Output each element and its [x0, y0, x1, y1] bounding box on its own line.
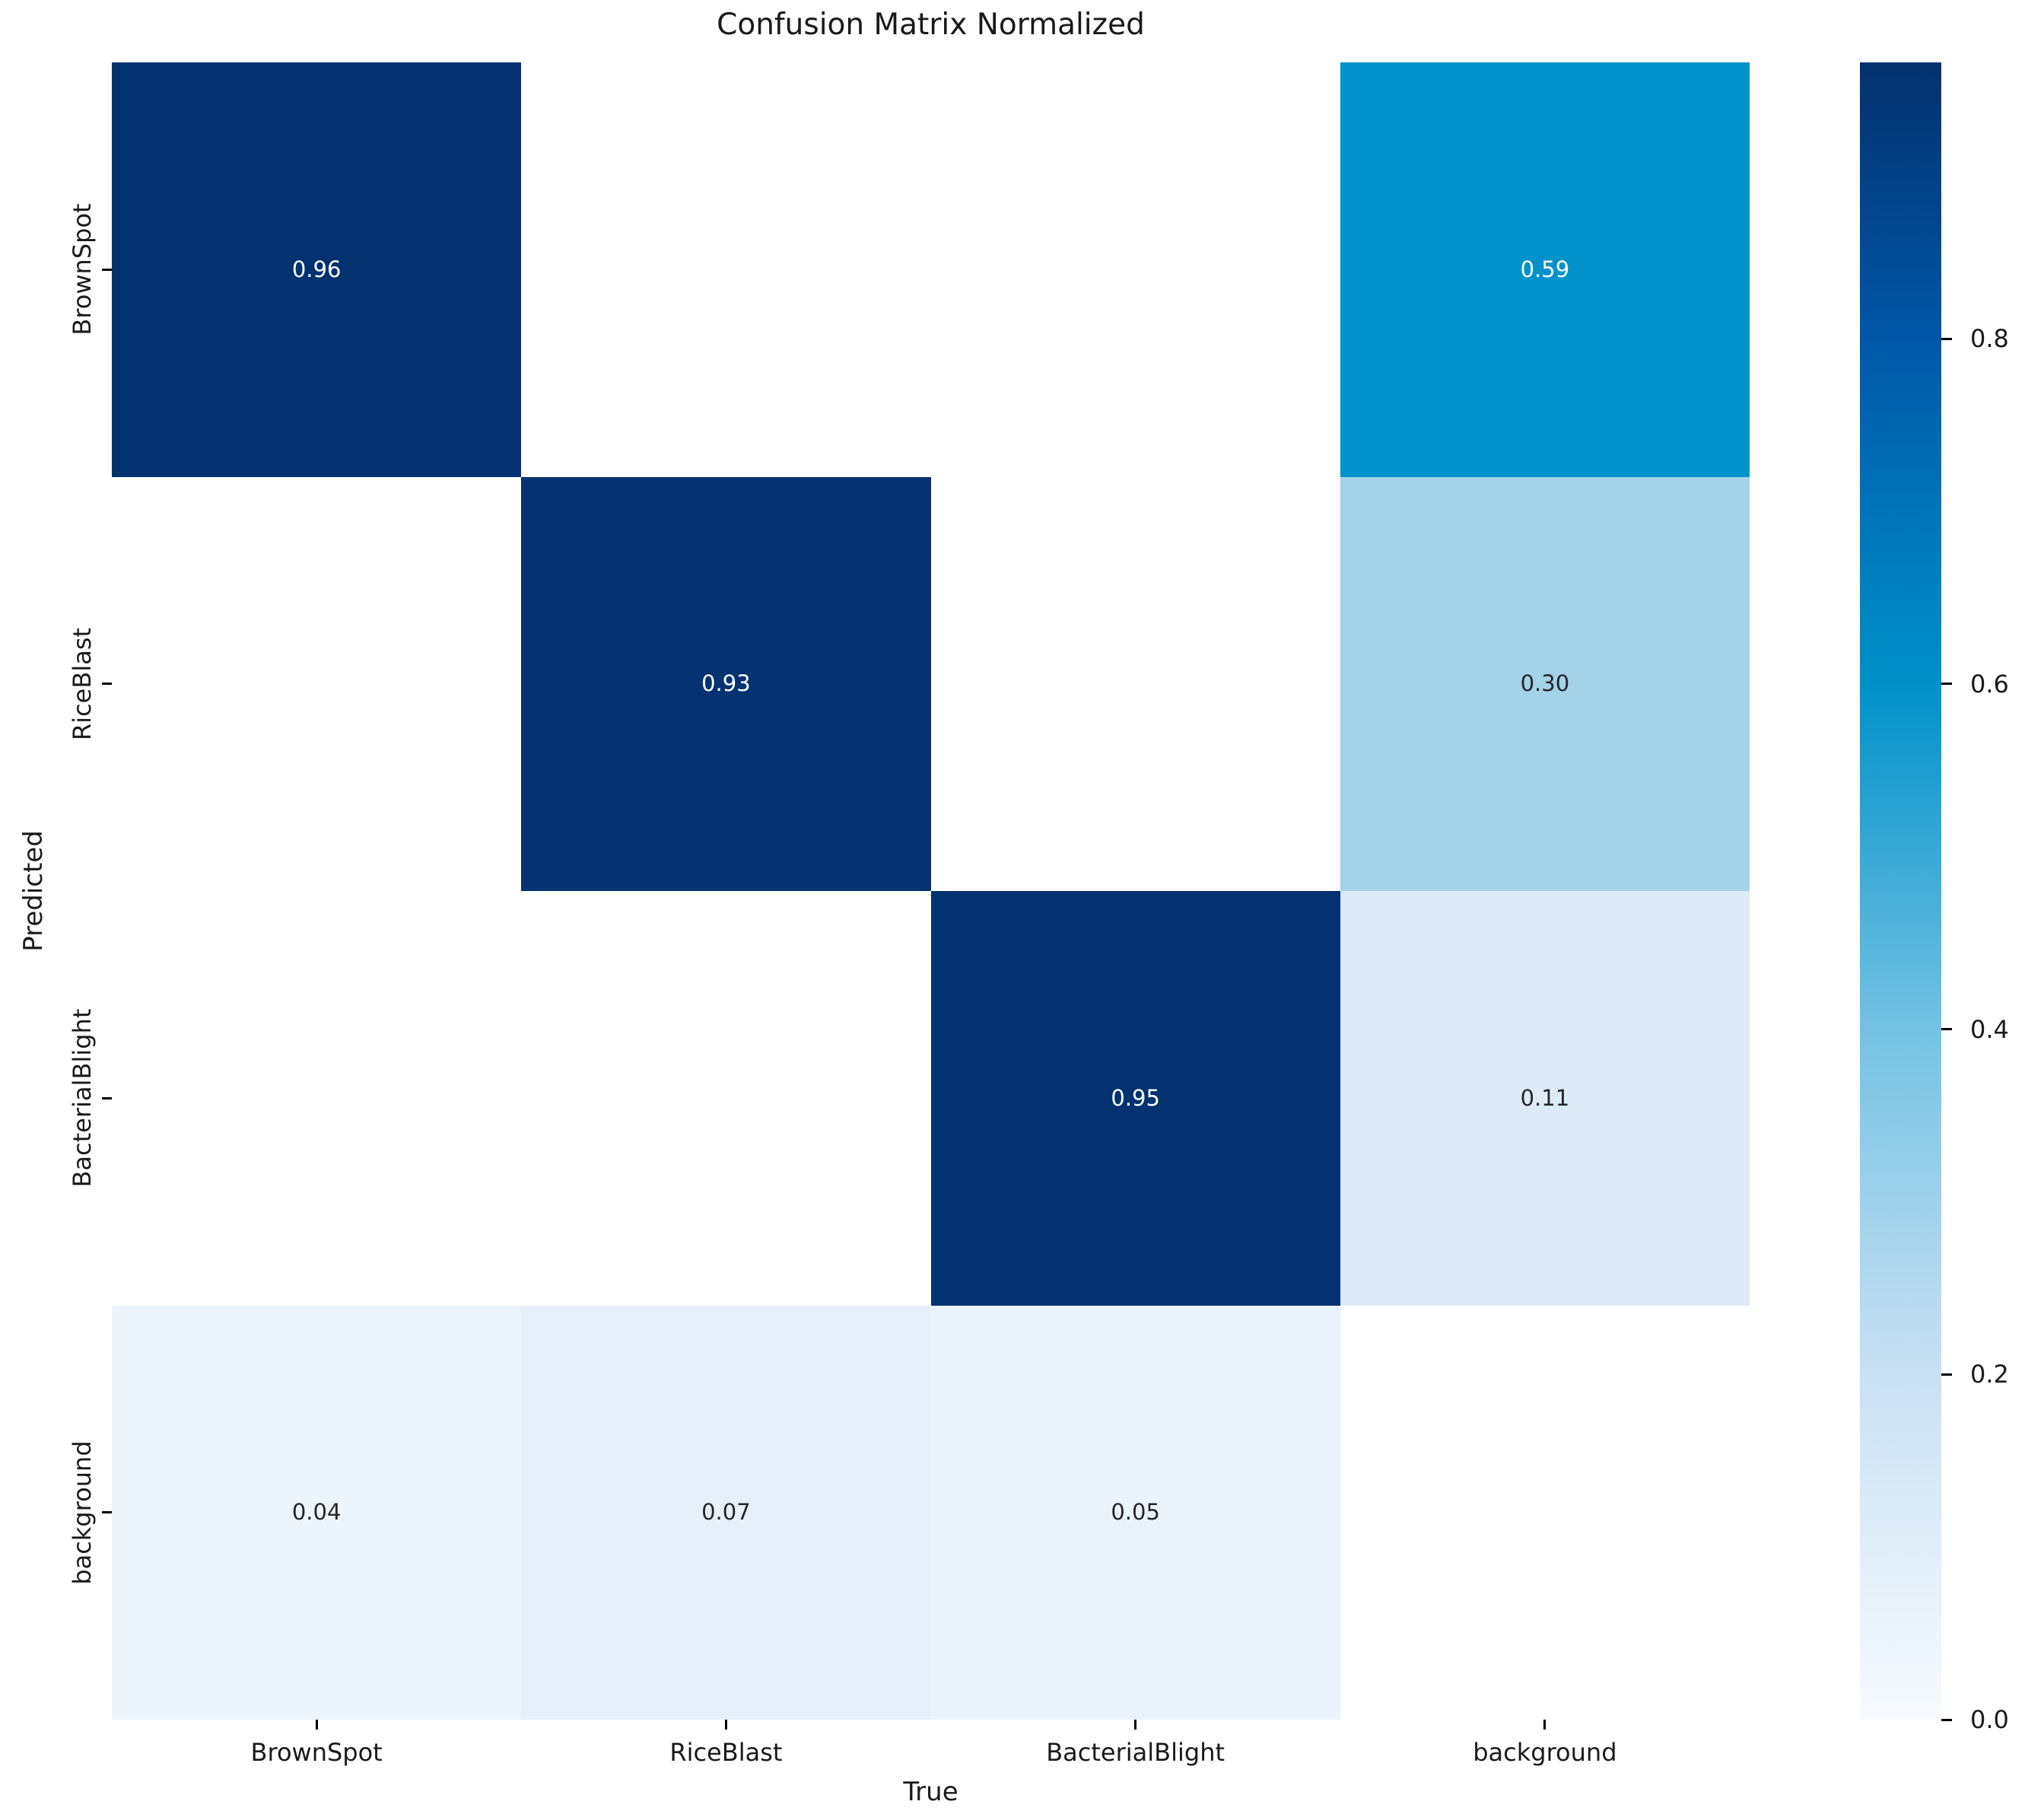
heatmap-cell: 0.96	[112, 62, 522, 477]
heatmap-cell: 0.59	[1340, 62, 1750, 477]
colorbar-tick-label: 0.0	[1970, 1705, 2009, 1734]
y-tick-label: BacterialBlight	[68, 1008, 97, 1188]
heatmap-cell: 0.05	[930, 1305, 1340, 1720]
axis-tick-mark	[102, 683, 112, 686]
heatmap-plot-area: 0.96 0.59 0.93 0.30 0.95 0.11 0.04 0.07 0.05	[112, 62, 1750, 1720]
heatmap-cell	[521, 62, 931, 477]
y-tick-label: BrownSpot	[68, 203, 97, 336]
axis-tick-mark	[1543, 1720, 1547, 1730]
axis-tick-mark	[1941, 1373, 1952, 1376]
heatmap-cell: 0.11	[1340, 891, 1750, 1306]
colorbar	[1860, 62, 1941, 1720]
colorbar-tick-label: 0.4	[1970, 1014, 2009, 1044]
heatmap-cell	[521, 891, 931, 1306]
colorbar-tick-label: 0.6	[1970, 669, 2009, 699]
axis-tick-mark	[1941, 1718, 1952, 1721]
heatmap-cell	[1340, 1305, 1750, 1720]
heatmap-cell: 0.07	[521, 1305, 931, 1720]
axis-tick-mark	[1941, 1028, 1952, 1030]
y-tick-label: RiceBlast	[68, 627, 97, 740]
x-tick-label: background	[1473, 1738, 1617, 1767]
heatmap-cell: 0.04	[112, 1305, 522, 1720]
x-axis-label: True	[903, 1777, 958, 1807]
heatmap-cell	[112, 891, 522, 1306]
cell-value: 0.07	[701, 1499, 751, 1526]
axis-tick-mark	[1941, 683, 1952, 686]
x-tick-label: BacterialBlight	[1046, 1738, 1225, 1767]
heatmap-cell	[112, 476, 522, 891]
heatmap-cell: 0.95	[930, 891, 1340, 1306]
cell-value: 0.04	[291, 1499, 342, 1526]
cell-value: 0.11	[1520, 1084, 1570, 1111]
cell-value: 0.93	[701, 670, 751, 697]
cell-value: 0.95	[1111, 1084, 1160, 1111]
cell-value: 0.05	[1111, 1499, 1160, 1526]
axis-tick-mark	[102, 1096, 112, 1100]
heatmap-cell: 0.30	[1340, 476, 1750, 891]
axis-tick-mark	[1941, 337, 1952, 340]
colorbar-tick-label: 0.2	[1970, 1360, 2009, 1389]
x-tick-label: RiceBlast	[669, 1738, 783, 1767]
cell-value: 0.96	[291, 256, 342, 282]
axis-tick-mark	[102, 1511, 112, 1514]
x-tick-label: BrownSpot	[250, 1738, 383, 1767]
chart-title: Confusion Matrix Normalized	[717, 8, 1145, 42]
axis-tick-mark	[102, 268, 112, 271]
y-tick-label: background	[68, 1440, 97, 1585]
axis-tick-mark	[315, 1720, 318, 1730]
heatmap-cell	[930, 476, 1340, 891]
heatmap-cell: 0.93	[521, 476, 931, 891]
axis-tick-mark	[1134, 1720, 1137, 1730]
cell-value: 0.59	[1520, 256, 1570, 282]
cell-value: 0.30	[1520, 670, 1570, 697]
axis-tick-mark	[724, 1720, 727, 1730]
colorbar-tick-label: 0.8	[1970, 324, 2009, 353]
heatmap-cell	[930, 62, 1340, 477]
y-axis-label: Predicted	[18, 830, 49, 952]
